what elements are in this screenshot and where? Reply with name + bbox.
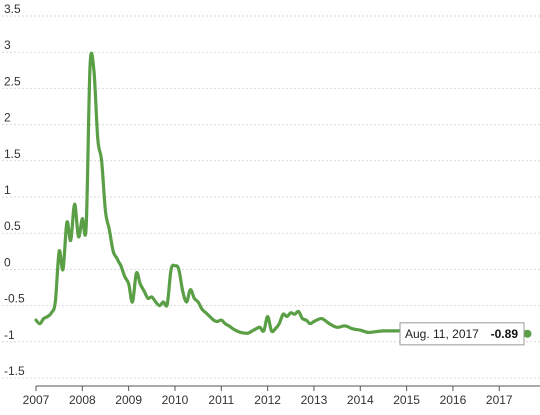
x-axis-ticks: 2007 2008 2009 2010 2011 2012 2013 2014 2015 2016… [23,386,513,407]
x-tick-label: 2017 [486,393,513,407]
y-tick-label: 1 [4,183,11,197]
x-tick-label: 2013 [301,393,328,407]
x-tick-label: 2007 [23,393,50,407]
x-tick-label: 2008 [69,393,96,407]
y-tick-label: 0.5 [4,219,21,233]
x-tick-label: 2012 [254,393,281,407]
latest-data-point[interactable] [523,329,532,338]
x-tick-label: 2016 [440,393,467,407]
tooltip-box [399,322,525,346]
y-tick-label: -1 [4,328,15,342]
y-tick-label: 2 [4,111,11,125]
y-tick-label: 2.5 [4,74,21,88]
tooltip-date: Aug. 11, 2017 [405,327,479,341]
x-tick-label: 2010 [162,393,189,407]
y-tick-label: 0 [4,255,11,269]
y-tick-label: 1.5 [4,147,21,161]
y-tick-label: 3.5 [4,2,21,16]
x-tick-label: 2015 [393,393,420,407]
tooltip-value: -0.89 [491,327,519,341]
y-axis-tick-labels: 3.5 3 2.5 2 1.5 1 0.5 0 -0.5 -1 -1.5 [4,2,25,378]
y-tick-label: -1.5 [4,364,25,378]
x-tick-label: 2009 [115,393,142,407]
series-line [34,51,530,336]
y-tick-label: 3 [4,38,11,52]
x-tick-label: 2011 [208,393,234,407]
x-tick-label: 2014 [347,393,374,407]
tooltip: Aug. 11, 2017 -0.89 [399,322,525,346]
y-tick-label: -0.5 [4,292,25,306]
